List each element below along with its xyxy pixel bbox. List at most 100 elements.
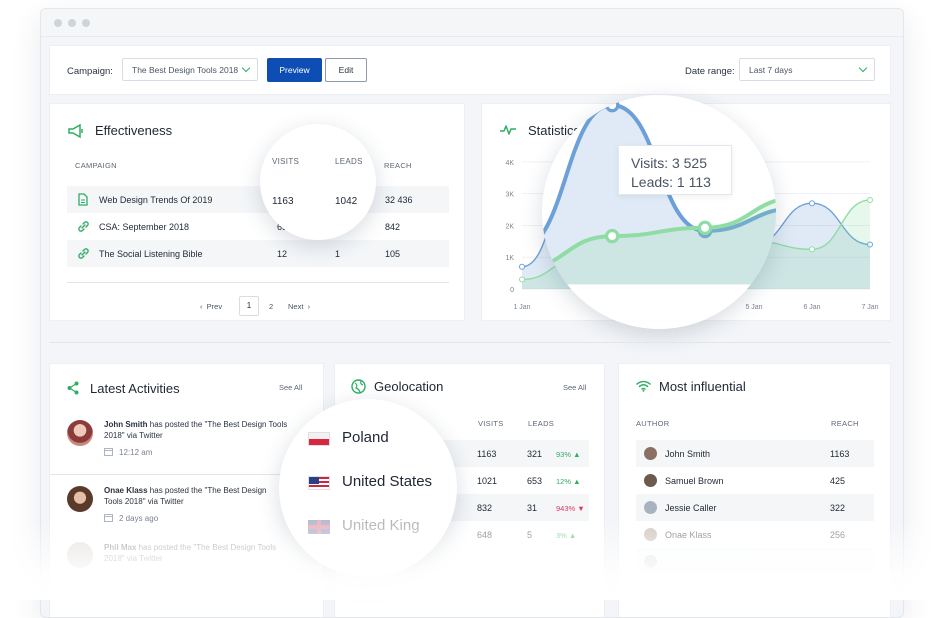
date-range-select[interactable]: Last 7 days [739,58,875,81]
avatar [644,447,657,460]
x-tick-label: 6 Jan [803,304,820,311]
trend-badge: 3% ▲ [556,531,577,540]
reach-value: 842 [385,222,401,232]
magnifier-lens: VISITS LEADS 1163 1042 [260,124,376,240]
table-row[interactable]: Onae Klass 256 [636,521,874,548]
influential-card: Most influential AUTHOR REACH John Smith… [618,363,891,617]
avatar [644,555,657,568]
column-header-leads: LEADS [528,419,555,428]
campaign-name: The Social Listening Bible [99,249,203,259]
activity-item[interactable]: John Smith has posted the "The Best Desi… [50,410,325,466]
series-area-leads [542,200,776,285]
table-row[interactable]: Jessie Caller 322 [636,494,874,521]
leads-value: 31 [527,503,538,513]
activity-text: John Smith has posted the "The Best Desi… [104,420,288,440]
data-point [809,200,815,207]
table-row[interactable]: The Social Listening Bible 12 1 105 [67,240,449,267]
author-name: Onae Klass [665,530,712,540]
x-tick-label: 1 Jan [513,304,530,311]
reach-value: 1163 [830,449,850,459]
divider [67,282,449,283]
y-tick-label: 0 [510,287,514,294]
activity-time: 2 days ago [119,514,159,523]
avatar [644,501,657,514]
visits-value: 648 [477,530,493,540]
megaphone-icon [68,124,83,138]
page-1-button[interactable]: 1 [239,296,259,316]
table-row[interactable]: Web Design Trends Of 2019 32 436 [67,186,449,213]
dashboard-window: Campaign: The Best Design Tools 2018 Pre… [40,8,904,618]
usa-flag-icon [308,476,330,490]
link-icon [78,221,89,232]
avatar [67,420,93,446]
activity-item[interactable]: Onae Klass has posted the "The Best Desi… [50,476,325,532]
campaign-name: CSA: September 2018 [99,222,190,232]
column-header-author: AUTHOR [636,419,670,428]
activities-see-all-link[interactable]: See All [279,383,303,392]
country-name: United States [342,473,433,490]
column-header-visits: VISITS [272,157,300,166]
author-name: John Smith [665,449,711,459]
leads-value: 321 [527,449,543,459]
next-page-link[interactable]: Next › [288,302,311,311]
reach-value: 32 436 [385,195,413,205]
country-row: United States [279,467,457,499]
avatar [67,486,93,512]
table-row[interactable]: Samuel Brown 425 [636,467,874,494]
country-magnifier-lens: Poland United States United King [279,399,457,577]
chart-tooltip: Visits: 3 525 Leads: 1 113 [618,145,732,195]
prev-page-link[interactable]: ‹ Prev [200,302,223,311]
table-row[interactable]: CSA: September 2018 65 54 842 [67,213,449,240]
chevron-down-icon [858,63,868,73]
chevron-down-icon [241,63,251,73]
section-divider [49,342,891,343]
globe-icon [351,379,366,394]
table-row[interactable] [636,548,874,575]
influential-title: Most influential [659,379,746,394]
table-row[interactable]: John Smith 1163 [636,440,874,467]
data-point [605,97,620,113]
avatar [644,528,657,541]
y-tick-label: 1K [505,255,514,262]
country-name: United King [342,517,420,534]
pulse-icon [500,125,516,135]
column-header-leads: LEADS [335,157,363,166]
author-name: Jessie Caller [665,503,717,513]
x-tick-label: 7 Jan [861,304,878,311]
uk-flag-icon [308,520,330,534]
series-line-visits [542,103,776,238]
magnified-chart [542,97,776,285]
reach-value: 256 [830,530,846,540]
edit-button[interactable]: Edit [325,58,367,82]
visits-value: 12 [277,249,288,259]
country-row: Poland [279,423,457,455]
tooltip-visits: Visits: 3 525 [631,155,708,171]
tooltip-leads: Leads: 1 113 [631,174,711,190]
campaign-select[interactable]: The Best Design Tools 2018 [122,58,258,81]
reach-value: 105 [385,249,401,259]
visits-value: 1163 [477,449,497,459]
window-dot [54,19,62,27]
window-dot [82,19,90,27]
visits-value: 1021 [477,476,498,486]
effectiveness-card: Effectiveness CAMPAIGN REACH Web Design … [49,103,465,321]
geolocation-see-all-link[interactable]: See All [563,383,587,392]
window-titlebar [41,9,903,37]
reach-value: 322 [830,503,846,513]
activity-item[interactable]: Phil Max has posted the "The Best Design… [50,538,325,578]
calendar-icon [104,514,113,522]
data-point [867,241,873,248]
visits-value: 1163 [272,196,294,207]
leads-value: 1042 [335,196,358,207]
page-2-button[interactable]: 2 [269,302,274,311]
data-point [519,263,525,270]
visits-value: 832 [477,503,493,513]
activity-text: Onae Klass has posted the "The Best Desi… [104,486,267,506]
link-icon [78,248,89,259]
trend-badge: 12% ▲ [556,477,581,486]
geolocation-title: Geolocation [374,379,444,394]
document-icon [78,193,88,206]
campaign-select-value: The Best Design Tools 2018 [132,65,239,75]
table-row[interactable]: 1021 653 12% ▲ [349,467,589,494]
preview-button[interactable]: Preview [267,58,322,82]
